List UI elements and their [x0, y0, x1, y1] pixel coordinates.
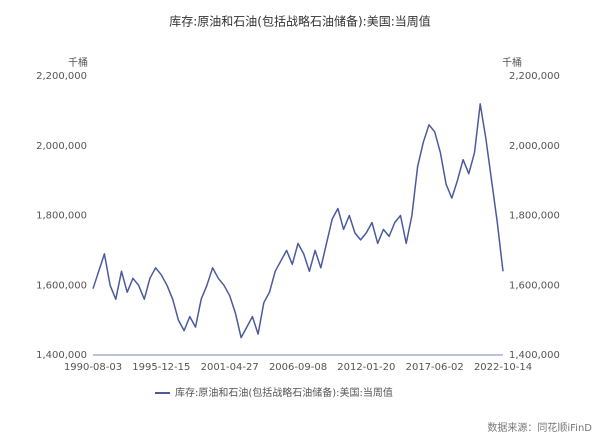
y2-tick-label: 2,200,000	[509, 71, 560, 82]
x-tick-label: 2022-10-14	[474, 362, 532, 373]
x-tick-label: 2017-06-02	[406, 362, 464, 373]
x-tick-label: 2001-04-27	[201, 362, 259, 373]
y-unit: 千桶	[68, 56, 88, 69]
y-tick-label: 1,400,000	[36, 350, 87, 361]
y2-tick-label: 1,800,000	[509, 211, 560, 222]
y-tick-label: 2,200,000	[36, 71, 87, 82]
x-tick-label: 2006-09-08	[269, 362, 327, 373]
x-tick-label: 1995-12-15	[132, 362, 190, 373]
data-line	[92, 103, 504, 339]
x-tick-label: 2012-01-20	[337, 362, 395, 373]
source: 数据来源：同花顺iFinD	[487, 421, 592, 434]
y-tick-label: 2,000,000	[36, 141, 87, 152]
y-tick-label: 1,800,000	[36, 211, 87, 222]
y2-tick-label: 2,000,000	[509, 141, 560, 152]
legend-label: 库存:原油和石油(包括战略石油储备):美国:当周值	[175, 386, 393, 399]
y-tick-label: 1,600,000	[36, 280, 87, 291]
chart-title: 库存:原油和石油(包括战略石油储备):美国:当周值	[169, 14, 431, 29]
x-tick-label: 1990-08-03	[64, 362, 122, 373]
y2-unit: 千桶	[502, 56, 522, 69]
y2-tick-label: 1,600,000	[509, 280, 560, 291]
y2-tick-label: 1,400,000	[509, 350, 560, 361]
